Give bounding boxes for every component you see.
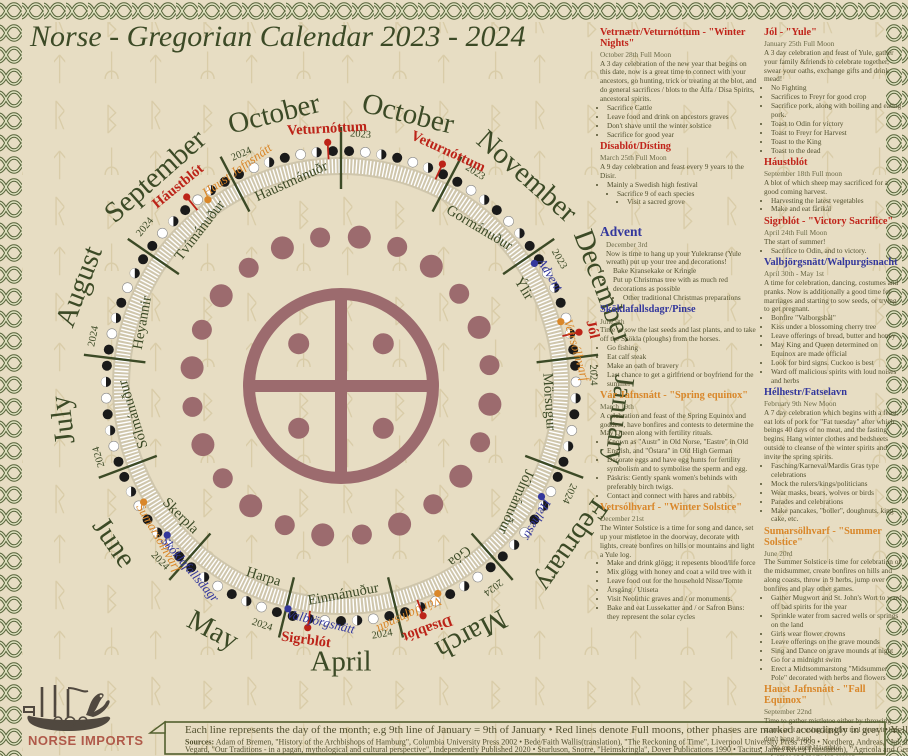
- svg-text:July: July: [44, 393, 82, 445]
- svg-text:April: April: [310, 646, 371, 678]
- svg-text:Norse - Gregorian Calendar 202: Norse - Gregorian Calendar 2023 - 2024: [29, 20, 526, 53]
